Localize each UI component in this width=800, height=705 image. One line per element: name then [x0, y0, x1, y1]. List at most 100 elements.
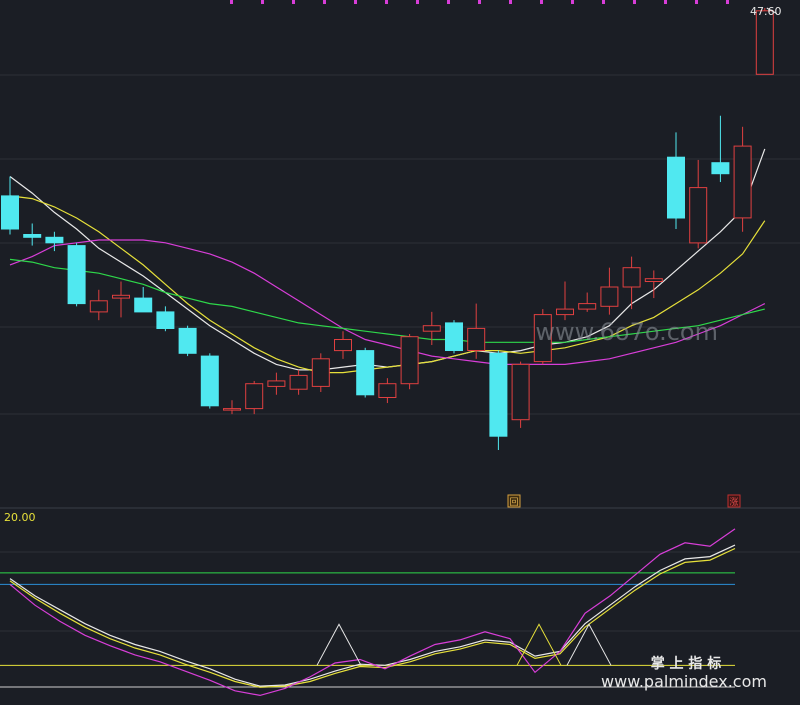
- price-label: 47.60: [750, 5, 782, 18]
- top-marker: [540, 0, 543, 4]
- candle-body: [600, 286, 619, 307]
- ma-line-3: [9, 258, 765, 343]
- top-marker: [354, 0, 357, 4]
- candle-body: [467, 327, 486, 351]
- candle-body: [223, 408, 241, 411]
- candle-body: [689, 187, 708, 244]
- top-marker: [385, 0, 388, 4]
- top-marker: [664, 0, 667, 4]
- candle-27: [600, 267, 619, 315]
- top-marker: [292, 0, 295, 4]
- candle-19: [422, 311, 441, 346]
- candle-body: [422, 325, 441, 332]
- signal-triangle: [566, 623, 612, 666]
- candle-20: [445, 320, 463, 354]
- candle-9: [200, 353, 219, 409]
- top-marker: [416, 0, 419, 4]
- candle-body: [356, 350, 375, 396]
- candle-body: [289, 374, 308, 390]
- candle-2: [45, 231, 64, 252]
- candle-body: [622, 267, 641, 288]
- top-marker: [261, 0, 264, 4]
- candle-body: [378, 383, 397, 399]
- candle-body: [511, 363, 530, 421]
- candle-13: [289, 369, 308, 395]
- candle-body: [23, 234, 42, 238]
- signal-triangle: [516, 623, 562, 666]
- candle-body: [733, 145, 752, 219]
- top-marker: [633, 0, 636, 4]
- candle-body: [311, 358, 330, 387]
- ma-line-1: [9, 195, 766, 374]
- moving-average-lines: [9, 148, 766, 374]
- candle-30: [667, 132, 685, 229]
- badge-zhang: 涨: [727, 494, 741, 508]
- candle-34: [755, 8, 774, 75]
- candle-body: [667, 156, 685, 219]
- candle-29: [644, 270, 663, 299]
- candle-body: [89, 300, 108, 313]
- top-marker: [602, 0, 605, 4]
- candle-31: [689, 159, 708, 249]
- candle-5: [112, 281, 130, 318]
- candle-body: [578, 303, 597, 310]
- price-pointer: [766, 7, 778, 14]
- candle-body: [200, 355, 219, 407]
- candle-body: [445, 322, 463, 351]
- watermark-url: www.palmindex.com: [601, 672, 767, 691]
- top-marker: [478, 0, 481, 4]
- candle-25: [556, 281, 574, 321]
- candle-body: [400, 336, 419, 385]
- candle-body: [134, 297, 153, 313]
- top-marker: [323, 0, 326, 4]
- top-marker: [230, 0, 233, 4]
- indicator-line-1: [9, 547, 736, 688]
- ma-line-2: [9, 239, 766, 365]
- candle-12: [267, 372, 286, 395]
- candle-body: [156, 311, 175, 329]
- top-marker: [726, 0, 729, 4]
- candle-24: [533, 309, 552, 365]
- candle-0: [1, 176, 19, 235]
- top-marker: [695, 0, 698, 4]
- candle-body: [711, 162, 730, 175]
- candle-body: [334, 339, 352, 352]
- watermark-top: www.6o7o.com: [535, 318, 718, 346]
- candle-body: [556, 308, 574, 316]
- badge-hui-text: 回: [509, 497, 518, 508]
- candle-33: [733, 126, 752, 232]
- candle-14: [311, 353, 330, 392]
- signal-triangle: [316, 623, 362, 666]
- candle-17: [378, 378, 397, 404]
- candle-6: [134, 287, 153, 313]
- candle-11: [245, 380, 264, 415]
- candle-26: [578, 292, 597, 312]
- candle-body: [67, 245, 86, 305]
- candle-22: [489, 350, 508, 450]
- top-marker: [509, 0, 512, 4]
- candles: [1, 7, 778, 450]
- candle-body: [1, 195, 19, 230]
- candle-32: [711, 115, 730, 183]
- candle-body: [267, 380, 286, 387]
- candle-body: [755, 10, 774, 75]
- top-marker: [571, 0, 574, 4]
- candle-18: [400, 333, 419, 390]
- candle-1: [23, 223, 42, 246]
- badge-zhang-text: 涨: [729, 497, 738, 508]
- candle-15: [334, 331, 352, 359]
- candle-body: [533, 314, 552, 363]
- candle-23: [511, 361, 530, 428]
- candle-8: [178, 325, 197, 357]
- main-grid: [0, 0, 800, 632]
- candle-4: [89, 289, 108, 321]
- candle-body: [489, 352, 508, 437]
- candle-body: [45, 236, 64, 244]
- candle-3: [67, 242, 86, 307]
- top-marker: [447, 0, 450, 4]
- indicator-line-2: [9, 528, 736, 697]
- candle-7: [156, 306, 175, 332]
- candle-body: [245, 383, 264, 410]
- candle-body: [644, 278, 663, 283]
